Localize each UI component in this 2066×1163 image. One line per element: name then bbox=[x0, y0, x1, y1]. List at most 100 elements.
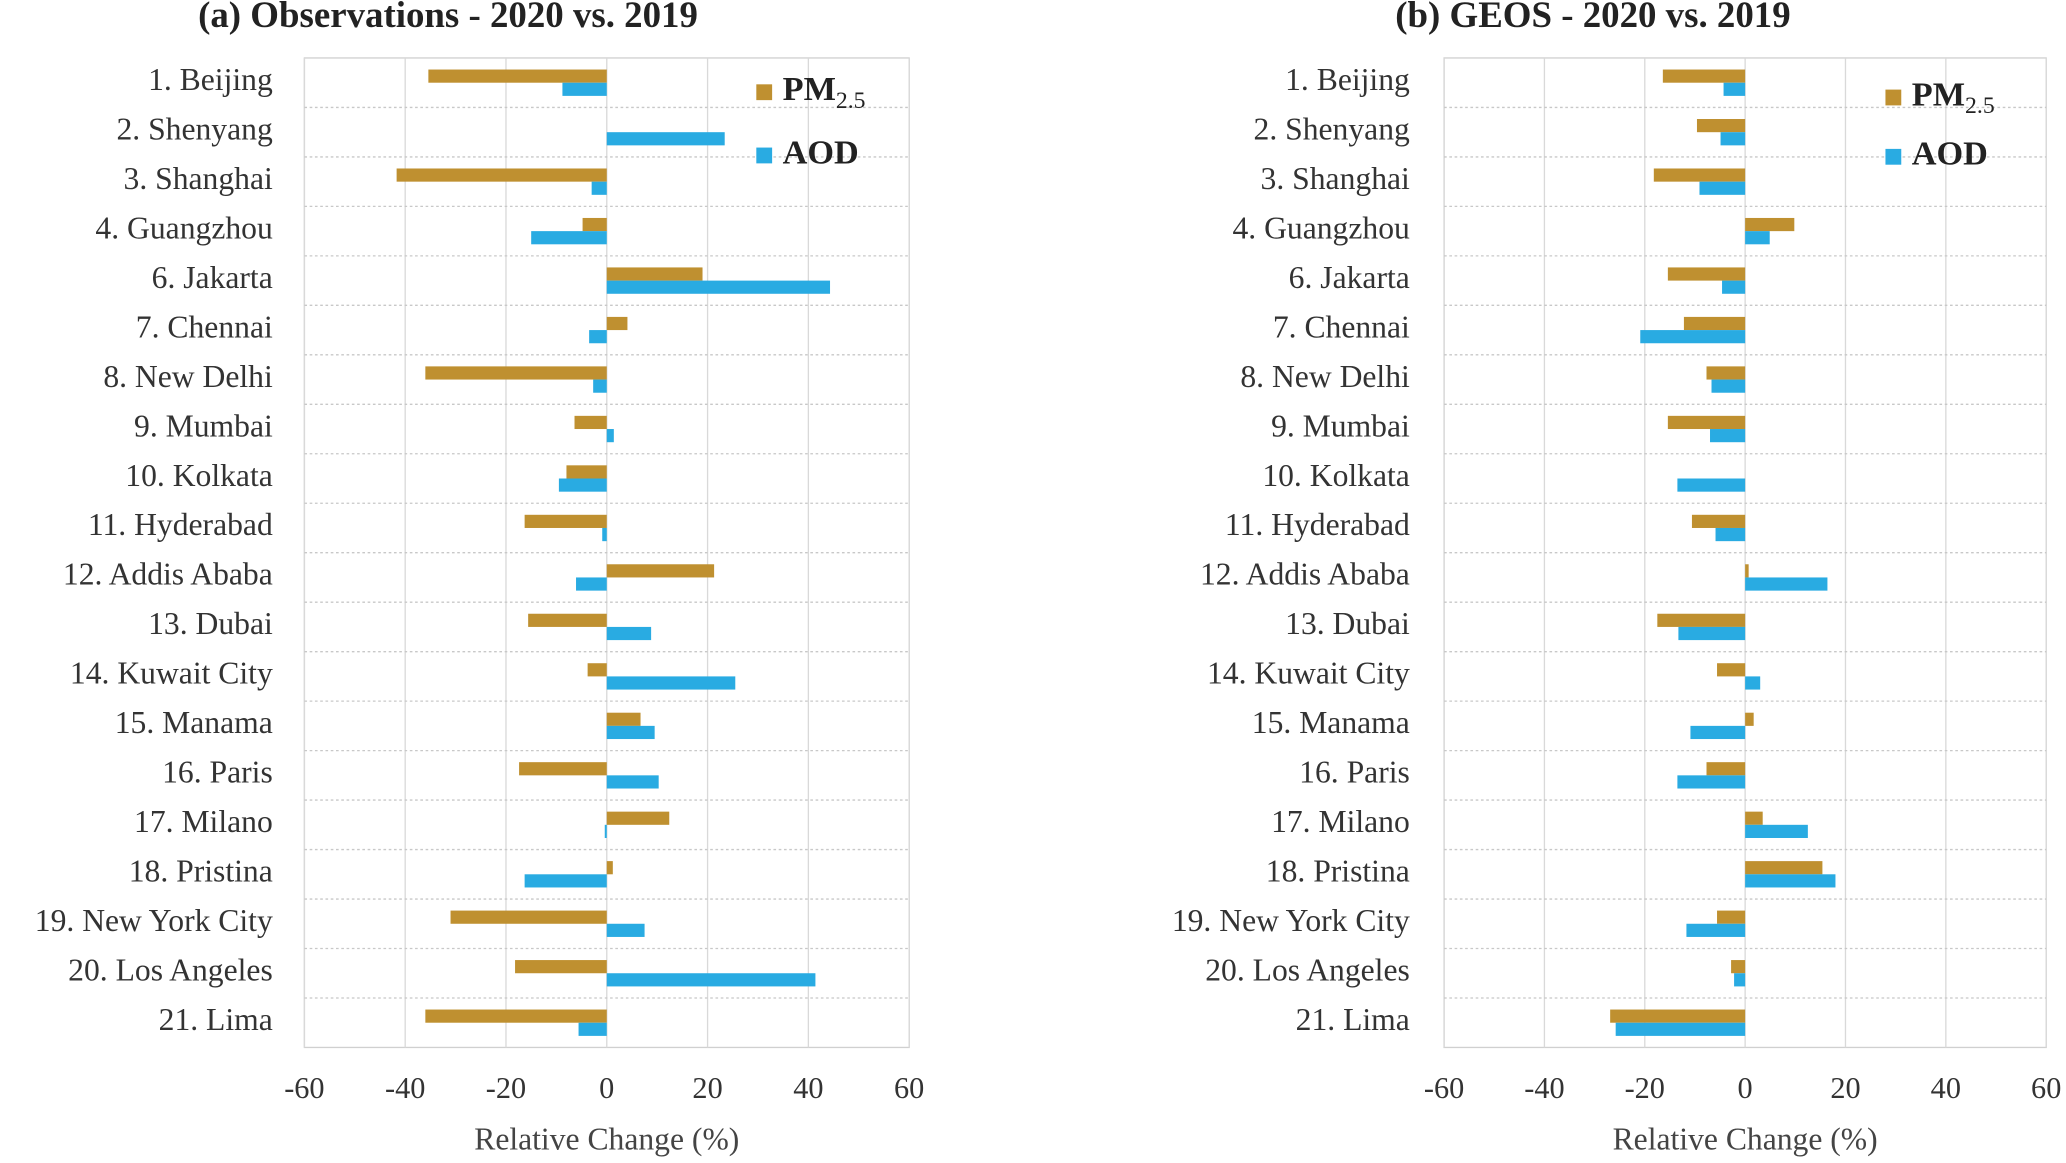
bar bbox=[587, 663, 607, 677]
bar bbox=[566, 465, 607, 479]
category-label: 12. Addis Ababa bbox=[1200, 557, 1410, 592]
bar bbox=[593, 379, 607, 393]
category-label: 8. New Delhi bbox=[1240, 359, 1410, 394]
bar bbox=[1690, 725, 1746, 740]
bar bbox=[1677, 775, 1746, 789]
bar bbox=[606, 564, 715, 578]
category-label: 15. Manama bbox=[115, 705, 273, 740]
x-tick-label: -60 bbox=[284, 1071, 324, 1105]
bar bbox=[1745, 861, 1823, 875]
x-tick-label: -20 bbox=[1625, 1071, 1665, 1105]
category-label: 3. Shanghai bbox=[124, 161, 273, 196]
x-tick-label: -40 bbox=[385, 1071, 425, 1105]
bar bbox=[606, 725, 655, 740]
bar bbox=[515, 960, 607, 974]
bar bbox=[606, 923, 645, 937]
bar bbox=[519, 762, 607, 776]
category-label: 10. Kolkata bbox=[1262, 458, 1409, 493]
category-label: 1. Beijing bbox=[148, 62, 273, 97]
bar bbox=[1717, 663, 1746, 677]
bar bbox=[606, 676, 736, 690]
bar bbox=[574, 415, 607, 430]
bar bbox=[1745, 577, 1828, 591]
category-label: 3. Shanghai bbox=[1261, 161, 1410, 196]
category-label: 1. Beijing bbox=[1285, 62, 1410, 97]
category-label: 18. Pristina bbox=[1266, 854, 1410, 889]
bar bbox=[602, 527, 607, 542]
x-tick-label: 60 bbox=[894, 1071, 924, 1105]
legend-label: PM2.5 bbox=[783, 70, 866, 114]
bar bbox=[562, 82, 607, 96]
bar bbox=[1667, 415, 1746, 430]
bar bbox=[425, 366, 607, 380]
category-label: 7. Chennai bbox=[136, 309, 273, 344]
bar bbox=[1691, 514, 1746, 528]
x-tick-label: 40 bbox=[1931, 1071, 1961, 1105]
x-tick-label: -20 bbox=[486, 1071, 526, 1105]
category-label: 17. Milano bbox=[134, 804, 273, 839]
bar bbox=[1667, 267, 1746, 281]
bar bbox=[1640, 330, 1746, 344]
bar bbox=[606, 267, 703, 281]
category-label: 19. New York City bbox=[1172, 903, 1410, 938]
category-label: 19. New York City bbox=[35, 903, 273, 938]
bar bbox=[425, 1009, 607, 1023]
bar bbox=[578, 1022, 607, 1036]
bar bbox=[604, 824, 607, 838]
bar bbox=[1615, 1022, 1746, 1036]
bar bbox=[1745, 231, 1770, 245]
legend-swatch bbox=[1885, 148, 1902, 165]
bar bbox=[1706, 366, 1746, 380]
x-tick-label: 0 bbox=[599, 1071, 614, 1105]
bar bbox=[1731, 960, 1746, 974]
bar bbox=[1662, 69, 1746, 83]
category-label: 6. Jakarta bbox=[152, 260, 273, 295]
bar bbox=[606, 712, 641, 726]
bar bbox=[1722, 280, 1746, 294]
category-label: 21. Lima bbox=[159, 1002, 273, 1037]
category-label: 20. Los Angeles bbox=[68, 952, 273, 987]
bar bbox=[606, 861, 613, 875]
category-label: 4. Guangzhou bbox=[95, 210, 273, 245]
category-label: 14. Kuwait City bbox=[70, 656, 273, 691]
bar bbox=[558, 478, 607, 492]
bar bbox=[606, 429, 614, 443]
x-tick-label: 40 bbox=[793, 1071, 823, 1105]
category-label: 6. Jakarta bbox=[1289, 260, 1410, 295]
category-label: 4. Guangzhou bbox=[1232, 210, 1410, 245]
category-label: 2. Shenyang bbox=[1254, 111, 1410, 146]
category-label: 17. Milano bbox=[1271, 804, 1410, 839]
bar bbox=[606, 973, 816, 987]
x-tick-label: 20 bbox=[1830, 1071, 1860, 1105]
legend-label: AOD bbox=[783, 133, 859, 171]
bar bbox=[606, 626, 652, 641]
bar bbox=[524, 514, 607, 528]
category-label: 11. Hyderabad bbox=[88, 507, 273, 542]
bar bbox=[1711, 379, 1746, 393]
bar bbox=[1745, 824, 1808, 838]
x-axis-label: Relative Change (%) bbox=[1613, 1122, 1878, 1157]
bar bbox=[1653, 168, 1746, 182]
bar bbox=[606, 811, 670, 825]
bar bbox=[1696, 119, 1746, 133]
category-label: 13. Dubai bbox=[1285, 606, 1410, 641]
category-label: 9. Mumbai bbox=[1271, 408, 1410, 443]
bar bbox=[576, 577, 607, 591]
category-label: 7. Chennai bbox=[1273, 309, 1410, 344]
category-label: 21. Lima bbox=[1296, 1002, 1410, 1037]
legend-label: PM2.5 bbox=[1912, 75, 1995, 119]
category-label: 16. Paris bbox=[1299, 755, 1410, 790]
bar bbox=[606, 316, 628, 331]
bar bbox=[1678, 626, 1746, 641]
x-tick-label: -40 bbox=[1524, 1071, 1564, 1105]
bar bbox=[1717, 910, 1746, 924]
category-label: 8. New Delhi bbox=[103, 359, 273, 394]
bar bbox=[1683, 316, 1746, 331]
bar bbox=[1715, 527, 1746, 542]
chart-title: (b) GEOS - 2020 vs. 2019 bbox=[1395, 0, 1790, 36]
bar bbox=[531, 231, 607, 245]
x-tick-label: -60 bbox=[1424, 1071, 1464, 1105]
bar bbox=[606, 280, 831, 294]
bar bbox=[591, 181, 607, 195]
bar bbox=[428, 69, 607, 83]
